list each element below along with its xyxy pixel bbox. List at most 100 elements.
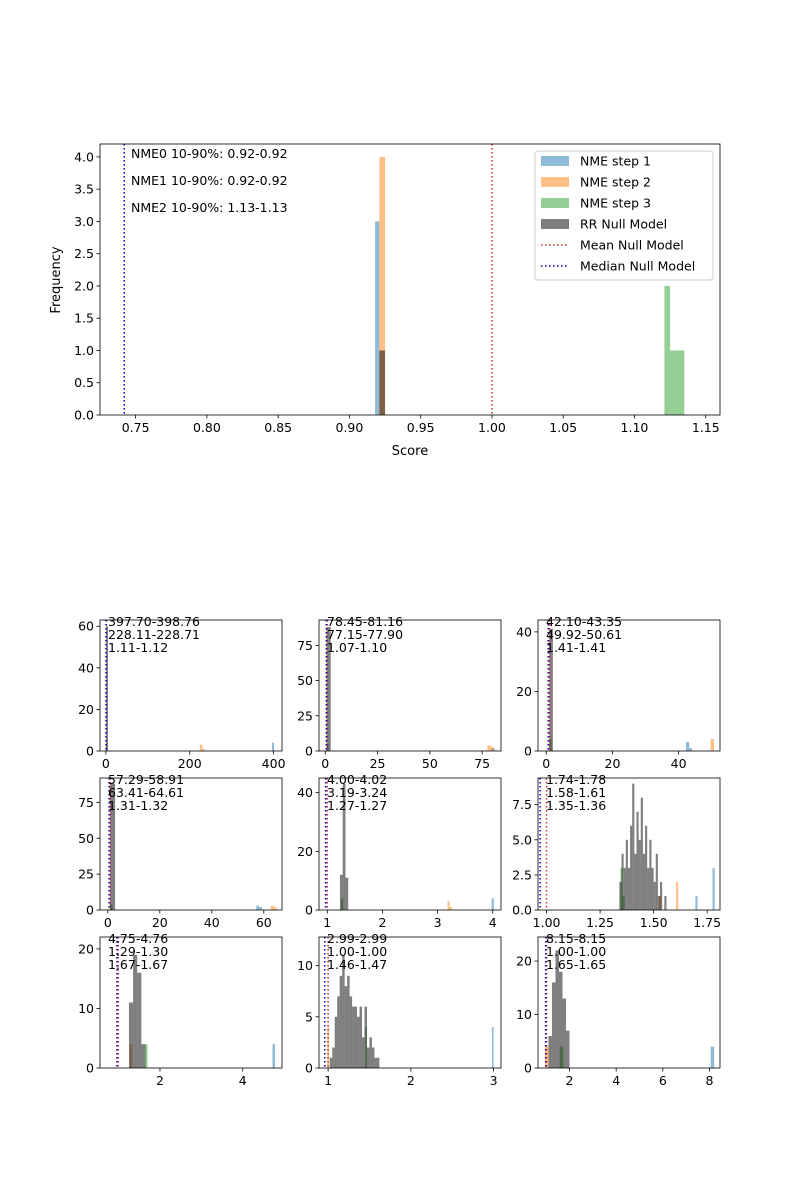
subplot-6-bar-rr-null-model xyxy=(655,853,658,910)
subplot-8-bar-rr-null-model xyxy=(354,1006,358,1068)
subplot-5-y-tick-label: 20 xyxy=(297,844,313,859)
subplot-4-axes-frame xyxy=(99,777,283,911)
subplot-3-x-tick-label: 40 xyxy=(671,756,687,771)
subplot-9-bar-rr-null-model xyxy=(548,1035,552,1068)
legend-swatch xyxy=(541,156,569,166)
subplot-5-bar-nme-step-2 xyxy=(447,901,450,910)
subplot-6-bar-rr-null-model xyxy=(642,853,646,910)
subplot-5-axes-frame xyxy=(318,777,502,911)
subplot-1-y-tick-label: 60 xyxy=(78,619,94,634)
subplot-3-axes-frame xyxy=(537,619,721,752)
subplot-9-annotation: 1.65-1.65 xyxy=(546,957,606,972)
subplot-8-bar-rr-null-model xyxy=(337,996,340,1068)
subplot-6-bar-rr-null-model xyxy=(638,839,641,910)
main-bar-nme-step-3 xyxy=(670,350,685,415)
subplot-8-bar-rr-null-model xyxy=(374,1057,377,1068)
subplot-8-bar-rr-null-model xyxy=(364,1006,367,1068)
subplot-7-panel: 2 4 0 10 20 4.75-4.761.29-1.301.67-1.67 xyxy=(78,931,283,1088)
subplot-6-bar-rr-null-model xyxy=(647,867,650,910)
subplot-1-bar-nme-step-2 xyxy=(202,748,205,751)
subplot-5-bar-nme-step-2 xyxy=(449,907,452,910)
subplot-9-x-tick-label: 4 xyxy=(612,1073,620,1088)
legend-label: NME step 1 xyxy=(580,154,651,169)
subplot-3-x-tick-label: 0 xyxy=(542,756,550,771)
subplot-2-bar-nme-step-2 xyxy=(487,745,491,751)
subplot-7-y-tick-label: 10 xyxy=(78,1001,94,1016)
legend-label: Median Null Model xyxy=(580,259,695,274)
subplot-5-bar-rr-null-model xyxy=(339,874,343,910)
subplot-7-bar-nme-step-1 xyxy=(272,1044,275,1068)
subplot-6-bar-nme-step-1 xyxy=(695,895,698,910)
subplot-2-x-tick-label: 0 xyxy=(321,756,329,771)
subplot-2-annotation: 77.15-77.90 xyxy=(327,627,403,642)
subplot-8-bar-rr-null-model xyxy=(339,975,343,1068)
subplot-8-annotation: 2.99-2.99 xyxy=(327,931,387,946)
subplot-8-x-tick-label: 2 xyxy=(407,1073,415,1088)
subplot-9-y-tick-label: 10 xyxy=(516,1007,532,1022)
subplot-5-annotation: 1.27-1.27 xyxy=(327,798,387,813)
main-y-axis-label: Frequency xyxy=(49,246,64,313)
subplot-4-y-tick-label: 75 xyxy=(78,795,94,810)
subplot-4-y-tick-label: 0 xyxy=(86,903,94,918)
subplot-9-x-tick-label: 2 xyxy=(566,1073,574,1088)
subplot-1-bar-nme-step-1 xyxy=(271,742,275,751)
subplot-6-bar-rr-null-model xyxy=(651,867,654,910)
subplot-2-annotation: 78.45-81.16 xyxy=(327,614,403,629)
subplot-7-x-tick-label: 4 xyxy=(239,1073,247,1088)
subplot-5-annotation: 4.00-4.02 xyxy=(327,772,387,787)
subplot-4-annotation: 1.31-1.32 xyxy=(108,798,168,813)
subplot-8-bar-rr-null-model xyxy=(349,996,353,1068)
subplot-4-bar-nme-step-1 xyxy=(259,907,262,910)
legend-label: RR Null Model xyxy=(580,217,667,232)
subplot-3-bar-nme-step-1 xyxy=(685,742,690,751)
subplot-1-bar-nme-step-2 xyxy=(199,744,203,751)
subplot-1-x-tick-label: 0 xyxy=(102,756,110,771)
subplot-8-bar-rr-null-model xyxy=(332,1047,335,1068)
subplot-2-y-tick-label: 0 xyxy=(305,744,313,759)
subplot-4-bar-nme-step-2 xyxy=(273,907,277,910)
subplot-8-x-tick-label: 1 xyxy=(324,1073,332,1088)
main-annotation: NME2 10-90%: 1.13-1.13 xyxy=(131,200,288,215)
subplot-4-x-tick-label: 20 xyxy=(152,915,168,930)
main-y-tick-label: 4.0 xyxy=(74,149,94,164)
subplot-7-x-tick-label: 2 xyxy=(156,1073,164,1088)
subplot-8-bar-rr-null-model xyxy=(357,1016,360,1068)
subplot-2-axes-frame xyxy=(318,619,502,752)
subplot-8-annotation: 1.46-1.47 xyxy=(327,957,387,972)
subplot-7-bar-rr-null-model xyxy=(133,954,138,1068)
subplot-5-x-tick-label: 2 xyxy=(378,915,386,930)
main-y-tick-label: 1.5 xyxy=(74,311,94,326)
subplot-4-bar-nme-step-1 xyxy=(256,905,260,910)
main-bar-rr-null-model xyxy=(379,350,386,415)
subplot-2-annotation: 1.07-1.10 xyxy=(327,640,387,655)
subplot-6-y-tick-label: 0.0 xyxy=(512,903,532,918)
subplot-9-annotation: 8.15-8.15 xyxy=(546,931,606,946)
main-bar-nme-step-3 xyxy=(664,285,671,415)
subplot-5-bar-rr-null-model xyxy=(345,877,349,910)
subplot-8-bar-nme-step-2 xyxy=(327,1027,329,1068)
subplot-6-bar-rr-null-model xyxy=(627,867,631,910)
subplot-6-bar-rr-null-model xyxy=(623,867,626,910)
subplot-6-bar-rr-null-model xyxy=(636,811,639,910)
subplot-5-y-tick-label: 40 xyxy=(297,785,313,800)
subplot-6-bar-rr-null-model xyxy=(640,797,643,910)
subplot-6-bar-rr-null-model xyxy=(664,895,667,910)
subplot-9-bar-rr-null-model xyxy=(555,950,559,1068)
subplot-2-bar-rr-null-model xyxy=(326,627,331,751)
subplot-9-bar-rr-null-model xyxy=(566,1030,570,1068)
subplot-7-y-tick-label: 0 xyxy=(86,1061,94,1076)
subplot-8-bar-rr-null-model xyxy=(366,1047,370,1068)
main-annotation: NME1 10-90%: 0.92-0.92 xyxy=(131,173,288,188)
main-bar-nme-step-1 xyxy=(375,221,380,415)
subplot-1-x-tick-label: 400 xyxy=(262,756,286,771)
main-legend: NME step 1 NME step 2 NME step 3 RR Null Mo… xyxy=(534,150,714,281)
subplot-7-bar-rr-null-model xyxy=(137,972,142,1068)
subplot-6-panel: 1.00 1.25 1.50 1.75 0.0 2.5 5.0 7.5 1.74-1.781.5… xyxy=(512,772,721,930)
subplot-9-bar-rr-null-model xyxy=(559,971,563,1068)
subplot-4-panel: 0 20 40 60 0 25 50 75 57.29-58.9163.41-64.611.31… xyxy=(78,772,283,930)
subplot-8-bar-rr-null-model xyxy=(342,955,345,1068)
subplot-2-y-tick-label: 75 xyxy=(297,638,313,653)
subplot-8-y-tick-label: 5 xyxy=(305,1009,313,1024)
main-x-tick-label: 1.10 xyxy=(621,420,649,435)
